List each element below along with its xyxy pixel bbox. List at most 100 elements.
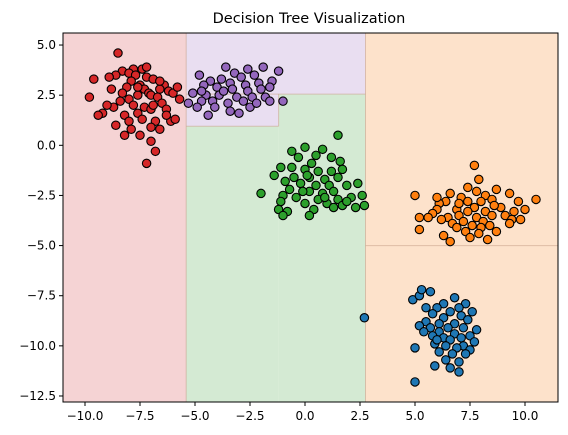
data-point <box>471 325 482 335</box>
data-point <box>300 198 310 209</box>
data-point <box>476 196 486 207</box>
data-point <box>141 158 152 169</box>
x-tick-label: 2.5 <box>350 409 369 423</box>
data-point <box>515 214 526 225</box>
data-point <box>311 180 321 191</box>
data-point <box>337 164 348 175</box>
data-point <box>463 196 473 207</box>
data-point <box>236 72 246 82</box>
data-point <box>194 70 205 80</box>
y-tick-label: −10.0 <box>19 339 56 353</box>
x-tick-label: −5.0 <box>180 409 209 423</box>
data-point <box>119 130 130 141</box>
data-point <box>183 98 194 108</box>
data-point <box>93 110 103 120</box>
data-point <box>467 220 477 231</box>
data-point <box>111 120 121 131</box>
data-point <box>434 319 444 329</box>
data-point <box>454 198 464 209</box>
x-axis-ticks: −10.0 −7.5 −5.0 −2.5 0.0 2.5 5.0 7.5 10.0 <box>67 402 538 423</box>
y-tick-label: −12.5 <box>19 389 56 403</box>
data-point <box>174 94 185 104</box>
data-point <box>238 96 249 106</box>
data-point <box>434 347 444 357</box>
y-tick-label: −5.0 <box>27 239 56 253</box>
data-point <box>227 84 238 94</box>
x-tick-label: −10.0 <box>67 409 104 423</box>
y-tick-label: 5.0 <box>37 38 56 52</box>
data-point <box>284 184 295 195</box>
region-green <box>186 126 279 402</box>
data-point <box>445 188 455 199</box>
data-point <box>469 160 480 171</box>
data-point <box>487 210 497 221</box>
x-tick-label: 0.0 <box>295 409 314 423</box>
data-point <box>328 186 339 197</box>
data-point <box>84 92 95 102</box>
data-point <box>317 144 328 155</box>
data-point <box>342 196 352 207</box>
data-point <box>115 96 125 106</box>
data-point <box>148 100 158 110</box>
data-point <box>146 122 156 133</box>
data-point <box>456 333 466 343</box>
data-point <box>491 184 502 195</box>
data-point <box>155 76 165 86</box>
data-point <box>491 226 502 237</box>
data-point <box>449 292 460 303</box>
data-point <box>357 190 367 201</box>
data-point <box>234 108 244 118</box>
data-point <box>445 363 455 373</box>
data-point <box>438 230 449 241</box>
data-point <box>414 212 425 223</box>
data-point <box>423 212 433 223</box>
data-point <box>419 327 429 337</box>
data-point <box>302 170 312 181</box>
data-point <box>452 222 462 233</box>
data-point <box>463 206 473 217</box>
y-tick-label: −7.5 <box>27 289 56 303</box>
data-point <box>447 349 458 359</box>
data-point <box>328 202 339 213</box>
x-tick-label: −2.5 <box>235 409 264 423</box>
data-point <box>150 146 161 157</box>
data-point <box>223 98 233 108</box>
data-point <box>445 307 455 317</box>
data-point <box>359 200 370 211</box>
data-point <box>287 162 297 173</box>
data-point <box>269 170 279 181</box>
data-point <box>258 62 268 72</box>
data-point <box>313 166 323 177</box>
data-point <box>469 337 480 347</box>
data-point <box>410 377 420 387</box>
data-point <box>454 357 464 367</box>
data-point <box>265 96 275 106</box>
data-point <box>155 124 165 135</box>
data-point <box>188 88 198 98</box>
data-point <box>432 192 442 203</box>
data-point <box>133 90 143 100</box>
data-point <box>410 190 420 201</box>
data-point <box>441 341 451 351</box>
x-tick-label: 7.5 <box>460 409 479 423</box>
data-point <box>216 74 227 84</box>
data-point <box>509 206 519 217</box>
data-point <box>311 150 321 161</box>
data-point <box>463 315 473 325</box>
data-point <box>430 361 440 371</box>
scatter-points <box>84 48 541 387</box>
data-point <box>172 82 183 92</box>
data-point <box>306 158 317 169</box>
data-point <box>256 84 266 94</box>
data-point <box>106 84 117 94</box>
data-point <box>295 178 306 189</box>
data-point <box>463 182 473 193</box>
data-point <box>454 367 464 377</box>
data-point <box>441 355 451 365</box>
data-point <box>273 66 284 76</box>
data-point <box>135 130 145 141</box>
data-point <box>353 178 363 189</box>
plot-frame <box>62 32 559 403</box>
data-point <box>359 313 370 323</box>
